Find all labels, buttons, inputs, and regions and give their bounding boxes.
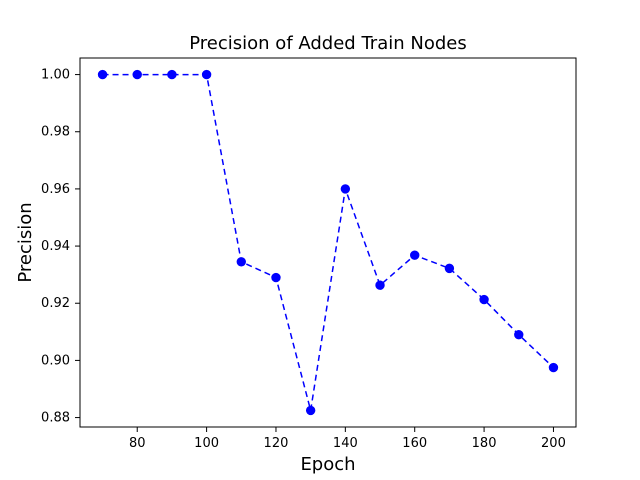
data-point-70 — [97, 69, 108, 80]
y-tick-label-6: 0.98 — [41, 125, 70, 140]
data-point-130 — [305, 405, 316, 416]
y-tick-label-3: 0.92 — [41, 296, 70, 311]
data-point-190 — [514, 329, 524, 340]
data-point-100 — [201, 69, 212, 80]
data-point-150 — [375, 280, 385, 290]
y-tick-label-4: 0.94 — [41, 239, 70, 254]
y-axis-ticks: 0.88 0.90 0.92 0.94 0.96 0.98 1.00 — [41, 68, 80, 426]
y-tick-label-7: 1.00 — [41, 68, 70, 83]
y-tick-label-2: 0.90 — [41, 353, 70, 368]
y-tick-label-1: 0.88 — [41, 411, 70, 426]
data-point-90 — [167, 69, 177, 80]
x-tick-label-7: 200 — [541, 436, 566, 451]
x-axis-label: Epoch — [300, 454, 355, 475]
x-tick-label-5: 160 — [402, 436, 427, 451]
x-tick-label-2: 100 — [194, 436, 219, 451]
data-point-140 — [340, 184, 351, 194]
x-tick-label-6: 180 — [472, 436, 497, 451]
data-point-160 — [410, 250, 420, 260]
x-tick-label-4: 140 — [333, 436, 358, 451]
series-points-precision — [97, 69, 559, 416]
plot-area-frame — [79, 57, 577, 428]
y-tick-label-5: 0.96 — [41, 182, 70, 197]
data-point-120 — [271, 272, 281, 283]
chart-title: Precision of Added Train Nodes — [189, 33, 466, 54]
series-line-precision — [102, 73, 554, 411]
data-point-200 — [548, 362, 559, 373]
y-axis-label: Precision — [15, 202, 36, 282]
x-axis-ticks: 80 100 120 140 160 180 200 — [129, 427, 566, 451]
data-point-110 — [236, 257, 246, 267]
data-point-180 — [479, 294, 489, 305]
data-point-170 — [444, 263, 455, 274]
data-point-80 — [132, 69, 142, 80]
x-tick-label-3: 120 — [264, 436, 289, 451]
x-tick-label-1: 80 — [129, 436, 146, 451]
